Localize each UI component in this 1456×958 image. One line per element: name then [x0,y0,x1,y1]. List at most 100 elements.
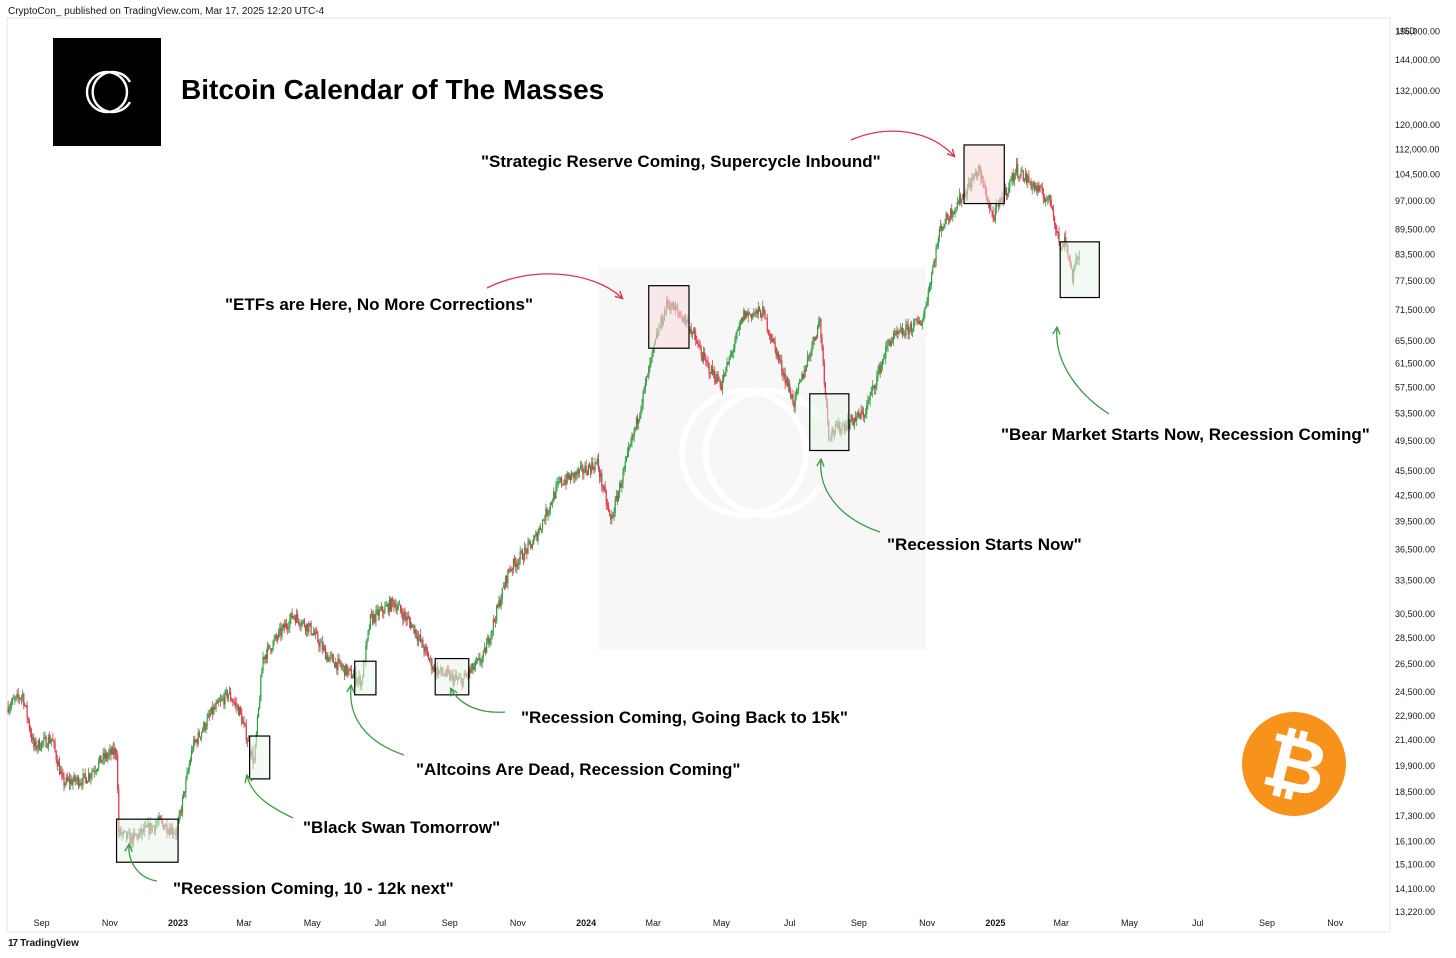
candle-up [352,675,355,678]
candle-up [82,774,84,785]
candle-up [386,604,388,606]
x-tick-label: 2025 [985,918,1005,928]
price-axis[interactable]: 156,000.00 144,000.00 132,000.00 120,000.00… [1395,26,1440,917]
candle-up [581,465,583,467]
candle-up [860,410,862,419]
candle-down [616,495,619,501]
candle-up [216,700,218,704]
candle-down [1042,193,1045,199]
candle-up [20,696,23,699]
candle-up [43,737,45,742]
candle-up [369,614,371,630]
time-axis[interactable]: Sep Nov 2023 Mar May Jul Sep Nov 2024 Mar May Jul Se… [34,918,1344,928]
candle-up [1034,186,1037,189]
candle-up [403,611,405,620]
candle-up [189,760,191,765]
event-boxes [115,144,1100,863]
candle-up [79,783,81,786]
candle-up [996,205,999,207]
candle-down [612,515,614,517]
candle-down [69,778,71,784]
candle-down [916,318,918,323]
candle-down [1050,200,1052,207]
candle-down [327,655,329,662]
candle-up [300,625,302,627]
candle-up [743,310,745,322]
candle-up [952,212,954,218]
arrow-recession-starts [821,460,881,533]
candle-up [629,445,631,448]
candle-up [871,385,873,392]
candle-down [263,656,265,660]
candle-down [340,664,342,668]
candle-up [337,658,339,671]
y-tick-label: 16,100.00 [1395,837,1435,847]
candle-up [891,340,894,341]
candle-down [382,606,384,613]
candle-up [885,346,887,359]
candle-down [118,789,120,834]
candle-down [698,344,700,346]
candle-down [573,472,575,479]
candle-down [563,483,565,485]
candle-up [492,619,494,631]
candle-down [851,414,853,421]
candle-down [766,318,768,331]
candle-up [238,707,241,716]
candle-down [383,612,385,614]
candle-up [931,274,933,285]
candle-up [47,737,49,747]
candle-up [247,740,250,742]
candle-down [759,310,762,318]
candle-up [341,666,344,668]
candle-down [620,483,622,488]
arrow-back-to-15k [451,689,506,713]
candle-up [801,373,803,381]
candle-down [720,386,723,389]
candle-up [282,624,284,628]
y-tick-label: 17,300.00 [1395,811,1435,821]
candle-up [44,736,46,738]
candle-down [957,202,960,205]
candle-down [896,330,898,334]
candle-up [1057,232,1059,234]
candle-up [308,625,310,632]
candle-up [932,267,934,275]
candle-up [642,390,644,404]
candle-down [934,261,936,263]
annotation-strategic-reserve: "Strategic Reserve Coming, Supercycle In… [481,152,881,171]
candle-up [747,312,749,317]
candle-up [799,381,801,384]
candle-up [498,600,500,607]
watermark-ring [679,388,809,518]
candle-down [115,754,118,756]
candle-up [295,613,298,623]
candle-up [16,693,18,697]
candle-down [822,347,824,363]
candle-down [1018,176,1020,178]
candle-up [995,205,998,208]
bull-event-box [354,660,377,696]
candle-up [734,342,736,348]
candle-up [818,321,820,327]
bull-event-box [115,818,179,863]
candle-down [1043,198,1046,202]
candle-down [318,641,320,647]
candle-up [600,473,602,477]
candle-down [771,338,773,342]
candle-down [1036,186,1038,192]
annotation-recession-10-12k: "Recession Coming, 10 - 12k next" [173,879,454,898]
candle-up [502,586,505,588]
candle-up [555,485,557,499]
candle-up [41,741,43,750]
candle-down [588,465,591,468]
candle-up [113,748,115,755]
candle-down [13,698,15,700]
candle-up [188,764,190,771]
candle-down [374,614,376,622]
tradingview-logo[interactable]: 17 TradingView [8,938,79,949]
candle-up [728,357,730,364]
candle-down [237,705,240,716]
candle-down [214,707,216,709]
